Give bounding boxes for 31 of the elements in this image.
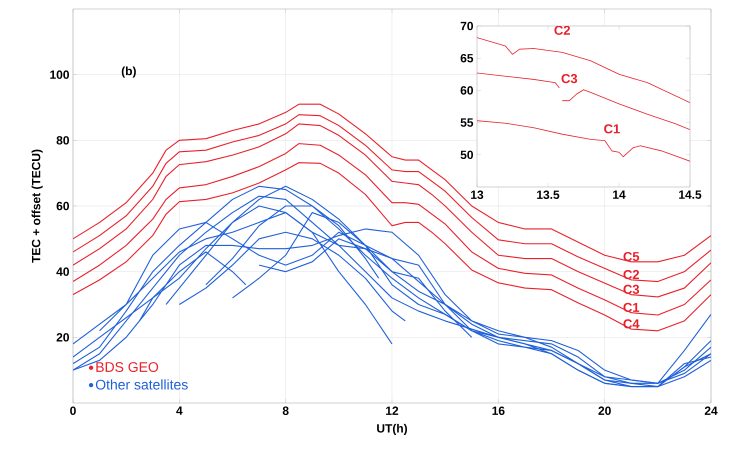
- x-tick-label: 14: [613, 190, 626, 199]
- y-tick-label: 100: [50, 70, 69, 79]
- x-axis-title: UT(h): [377, 424, 408, 435]
- x-tick-label: 24: [704, 406, 718, 415]
- y-tick-label: 65: [460, 54, 474, 62]
- annotation: C2: [624, 270, 640, 280]
- y-tick-label: 55: [460, 118, 474, 127]
- x-tick-label: 4: [176, 406, 183, 415]
- x-tick-label: 13: [471, 190, 484, 200]
- series-label: C2: [554, 26, 570, 35]
- annotation: (b): [122, 66, 136, 78]
- y-tick-label: 60: [56, 202, 69, 210]
- legend-label: Other satellites: [96, 379, 188, 390]
- y-tick-label: 50: [460, 150, 473, 160]
- x-tick-label: 13.5: [537, 190, 560, 200]
- y-tick-label: 60: [460, 86, 473, 95]
- annotation: C5: [624, 252, 640, 262]
- y-tick-label: 20: [56, 333, 69, 342]
- y-tick-label: 80: [56, 136, 69, 145]
- x-tick-label: 20: [598, 406, 611, 415]
- series-label: C3: [562, 74, 578, 84]
- y-axis-title: TEC + offset (TECU): [32, 150, 43, 263]
- y-tick-label: 40: [56, 267, 69, 276]
- x-tick-label: 12: [386, 406, 398, 415]
- x-tick-label: 0: [70, 406, 76, 415]
- series-label: C1: [604, 124, 620, 134]
- x-tick-label: 16: [492, 406, 505, 415]
- legend-label: BDS GEO: [96, 362, 158, 372]
- x-tick-label: 8: [282, 406, 289, 415]
- x-tick-label: 14.5: [679, 190, 702, 199]
- y-tick-label: 70: [460, 22, 473, 30]
